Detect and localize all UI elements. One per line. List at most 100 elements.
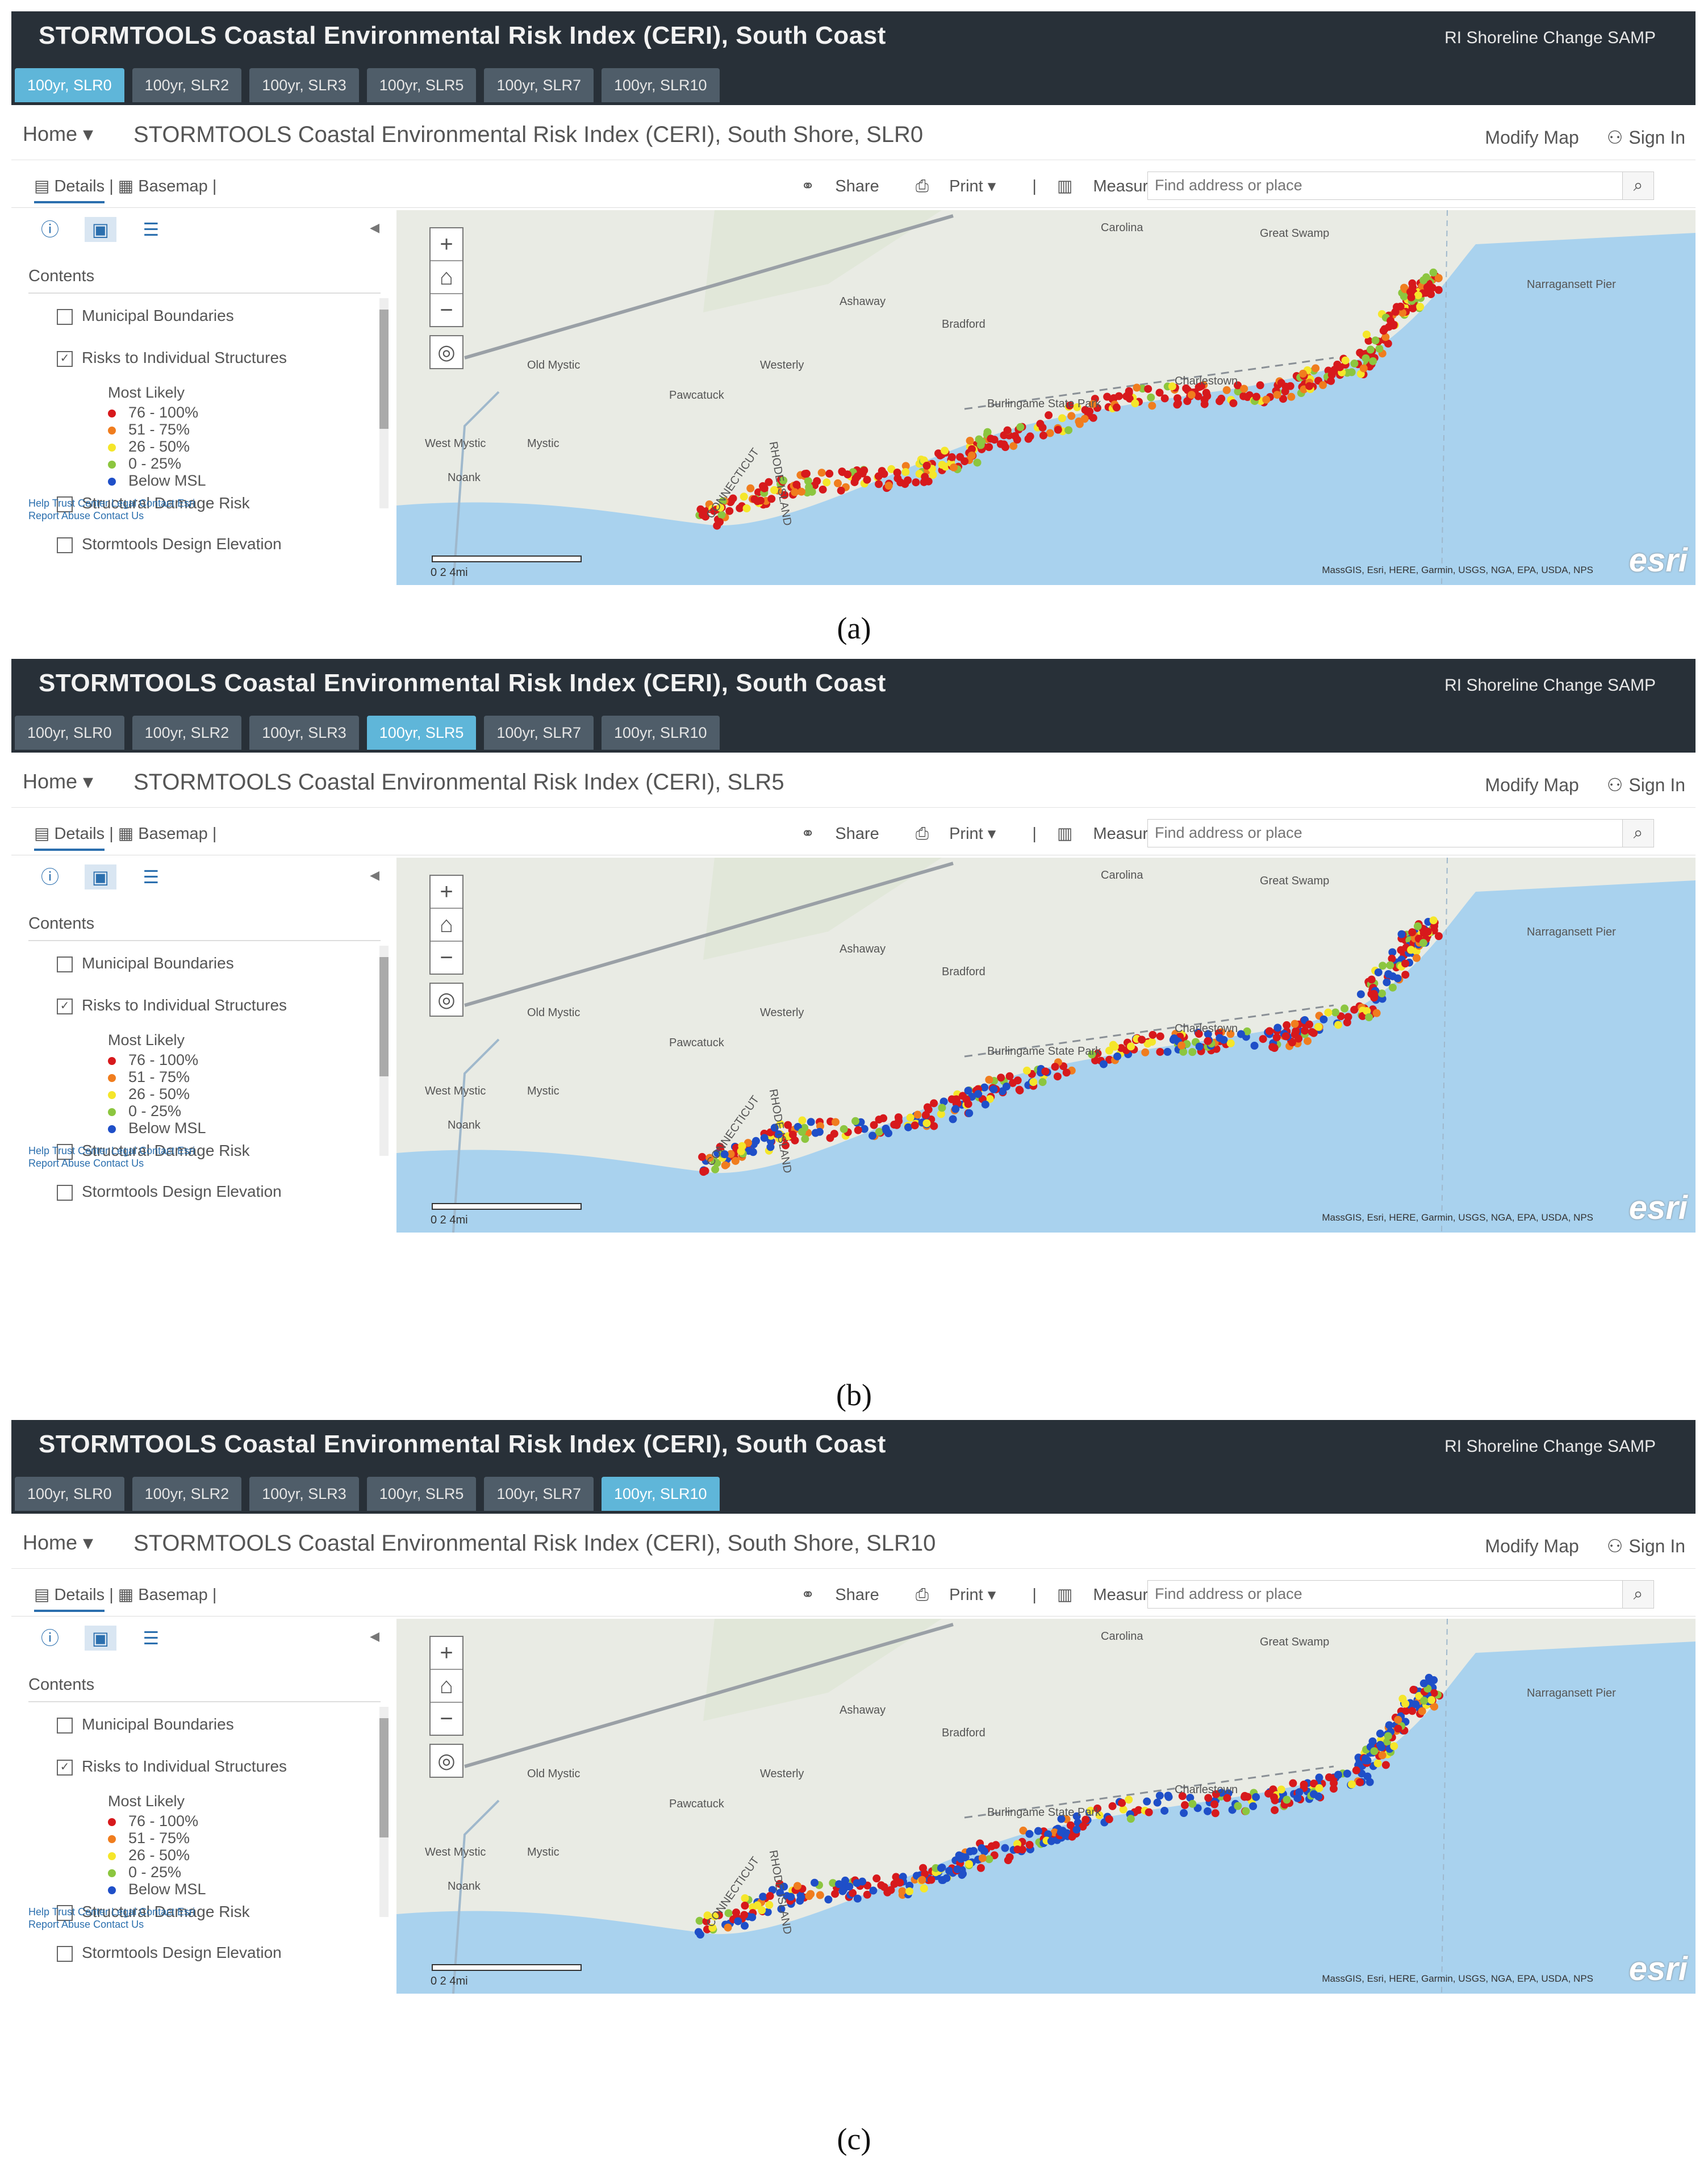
risk-marker[interactable] bbox=[1396, 302, 1405, 311]
risk-marker[interactable] bbox=[1005, 1072, 1014, 1080]
risk-marker[interactable] bbox=[1273, 391, 1281, 399]
risk-marker[interactable] bbox=[950, 463, 958, 471]
risk-marker[interactable] bbox=[1149, 1030, 1157, 1039]
risk-marker[interactable] bbox=[1047, 1837, 1055, 1845]
risk-marker[interactable] bbox=[989, 1085, 998, 1093]
risk-marker[interactable] bbox=[1250, 1042, 1259, 1050]
home-menu[interactable]: Home ▾ bbox=[23, 122, 94, 145]
risk-marker[interactable] bbox=[1054, 425, 1062, 434]
risk-marker[interactable] bbox=[741, 1894, 749, 1902]
risk-marker[interactable] bbox=[1287, 392, 1296, 401]
risk-marker[interactable] bbox=[1179, 1047, 1188, 1056]
risk-marker[interactable] bbox=[1331, 1008, 1340, 1017]
risk-marker[interactable] bbox=[1319, 1015, 1328, 1024]
risk-marker[interactable] bbox=[1003, 426, 1012, 435]
risk-marker[interactable] bbox=[965, 1109, 974, 1117]
risk-marker[interactable] bbox=[826, 1134, 834, 1142]
risk-marker[interactable] bbox=[973, 458, 982, 467]
risk-marker[interactable] bbox=[1327, 370, 1336, 379]
risk-marker[interactable] bbox=[757, 496, 765, 505]
share-button[interactable]: ⚭ Share bbox=[801, 825, 895, 843]
risk-marker[interactable] bbox=[1155, 389, 1164, 397]
map-view[interactable]: Carolina Great Swamp Narragansett Pier A… bbox=[396, 1619, 1696, 1994]
risk-marker[interactable] bbox=[1400, 283, 1409, 292]
risk-marker[interactable] bbox=[1249, 1802, 1258, 1811]
risk-marker[interactable] bbox=[797, 1127, 806, 1136]
risk-marker[interactable] bbox=[985, 1075, 993, 1084]
risk-marker[interactable] bbox=[1406, 287, 1415, 296]
risk-marker[interactable] bbox=[1143, 1039, 1152, 1048]
risk-marker[interactable] bbox=[1091, 1056, 1100, 1064]
locate-icon[interactable]: ◎ bbox=[429, 335, 463, 369]
risk-marker[interactable] bbox=[1217, 394, 1226, 403]
checkbox-checked[interactable]: ✓ bbox=[57, 1759, 73, 1776]
risk-marker[interactable] bbox=[1204, 1807, 1212, 1815]
layer-structural-damage-risk[interactable]: Structural Damage Risk bbox=[57, 1142, 250, 1160]
risk-marker[interactable] bbox=[1271, 1806, 1279, 1814]
risk-marker[interactable] bbox=[937, 1864, 945, 1872]
risk-marker[interactable] bbox=[921, 473, 929, 481]
locate-icon[interactable]: ◎ bbox=[429, 983, 463, 1017]
home-extent-icon[interactable]: ⌂ bbox=[431, 909, 462, 942]
risk-marker[interactable] bbox=[1131, 399, 1139, 408]
zoom-out-button[interactable]: − bbox=[440, 945, 453, 970]
risk-marker[interactable] bbox=[937, 1110, 945, 1118]
risk-marker[interactable] bbox=[901, 468, 910, 477]
risk-marker[interactable] bbox=[905, 1887, 914, 1895]
tab-slr3[interactable]: 100yr, SLR3 bbox=[249, 68, 359, 102]
risk-marker[interactable] bbox=[990, 436, 999, 444]
risk-marker[interactable] bbox=[1081, 1815, 1090, 1824]
risk-marker[interactable] bbox=[1298, 369, 1307, 378]
risk-marker[interactable] bbox=[967, 451, 976, 460]
risk-marker[interactable] bbox=[759, 1893, 767, 1901]
risk-marker[interactable] bbox=[887, 465, 896, 473]
risk-marker[interactable] bbox=[1281, 1032, 1290, 1041]
risk-marker[interactable] bbox=[1118, 1799, 1126, 1807]
risk-marker[interactable] bbox=[1126, 1815, 1135, 1823]
checkbox-unchecked[interactable] bbox=[57, 1717, 73, 1734]
risk-marker[interactable] bbox=[737, 1147, 745, 1155]
risk-marker[interactable] bbox=[1394, 1724, 1402, 1733]
search-input[interactable] bbox=[1148, 820, 1622, 846]
risk-marker[interactable] bbox=[1401, 971, 1410, 979]
risk-marker[interactable] bbox=[1105, 1046, 1113, 1055]
risk-marker[interactable] bbox=[942, 1874, 951, 1882]
risk-marker[interactable] bbox=[1414, 291, 1422, 299]
risk-marker[interactable] bbox=[1242, 1807, 1250, 1815]
risk-marker[interactable] bbox=[869, 1886, 878, 1895]
risk-marker[interactable] bbox=[875, 1116, 883, 1124]
search-input[interactable] bbox=[1148, 1581, 1622, 1607]
zoom-in-button[interactable]: + bbox=[431, 1637, 462, 1670]
risk-marker[interactable] bbox=[1366, 345, 1375, 354]
risk-marker[interactable] bbox=[1163, 1047, 1172, 1056]
basemap-button[interactable]: ▦ Basemap bbox=[118, 825, 208, 843]
risk-marker[interactable] bbox=[863, 475, 871, 484]
risk-marker[interactable] bbox=[893, 469, 901, 477]
risk-marker[interactable] bbox=[1026, 432, 1034, 441]
risk-marker[interactable] bbox=[740, 492, 748, 501]
tab-slr5[interactable]: 100yr, SLR5 bbox=[366, 1477, 477, 1511]
risk-marker[interactable] bbox=[708, 1924, 717, 1932]
risk-marker[interactable] bbox=[951, 1105, 960, 1113]
zoom-out-button[interactable]: − bbox=[440, 298, 453, 323]
risk-marker[interactable] bbox=[1156, 1032, 1164, 1041]
risk-marker[interactable] bbox=[1423, 928, 1432, 936]
risk-marker[interactable] bbox=[1383, 978, 1391, 987]
risk-marker[interactable] bbox=[1108, 1802, 1117, 1810]
risk-marker[interactable] bbox=[793, 1882, 801, 1890]
legend-icon[interactable]: ☰ bbox=[143, 867, 160, 887]
tab-slr5[interactable]: 100yr, SLR5 bbox=[366, 716, 477, 750]
risk-marker[interactable] bbox=[1067, 412, 1076, 420]
risk-marker[interactable] bbox=[894, 1113, 903, 1122]
risk-marker[interactable] bbox=[804, 477, 812, 486]
risk-marker[interactable] bbox=[1064, 426, 1073, 435]
risk-marker[interactable] bbox=[1234, 1802, 1242, 1810]
risk-marker[interactable] bbox=[1430, 1676, 1438, 1685]
risk-marker[interactable] bbox=[1327, 377, 1335, 385]
risk-marker[interactable] bbox=[741, 1922, 749, 1930]
risk-marker[interactable] bbox=[716, 503, 725, 512]
risk-marker[interactable] bbox=[1350, 1005, 1359, 1014]
risk-marker[interactable] bbox=[1325, 1773, 1333, 1782]
risk-marker[interactable] bbox=[1178, 1792, 1187, 1801]
risk-marker[interactable] bbox=[1117, 1044, 1125, 1052]
